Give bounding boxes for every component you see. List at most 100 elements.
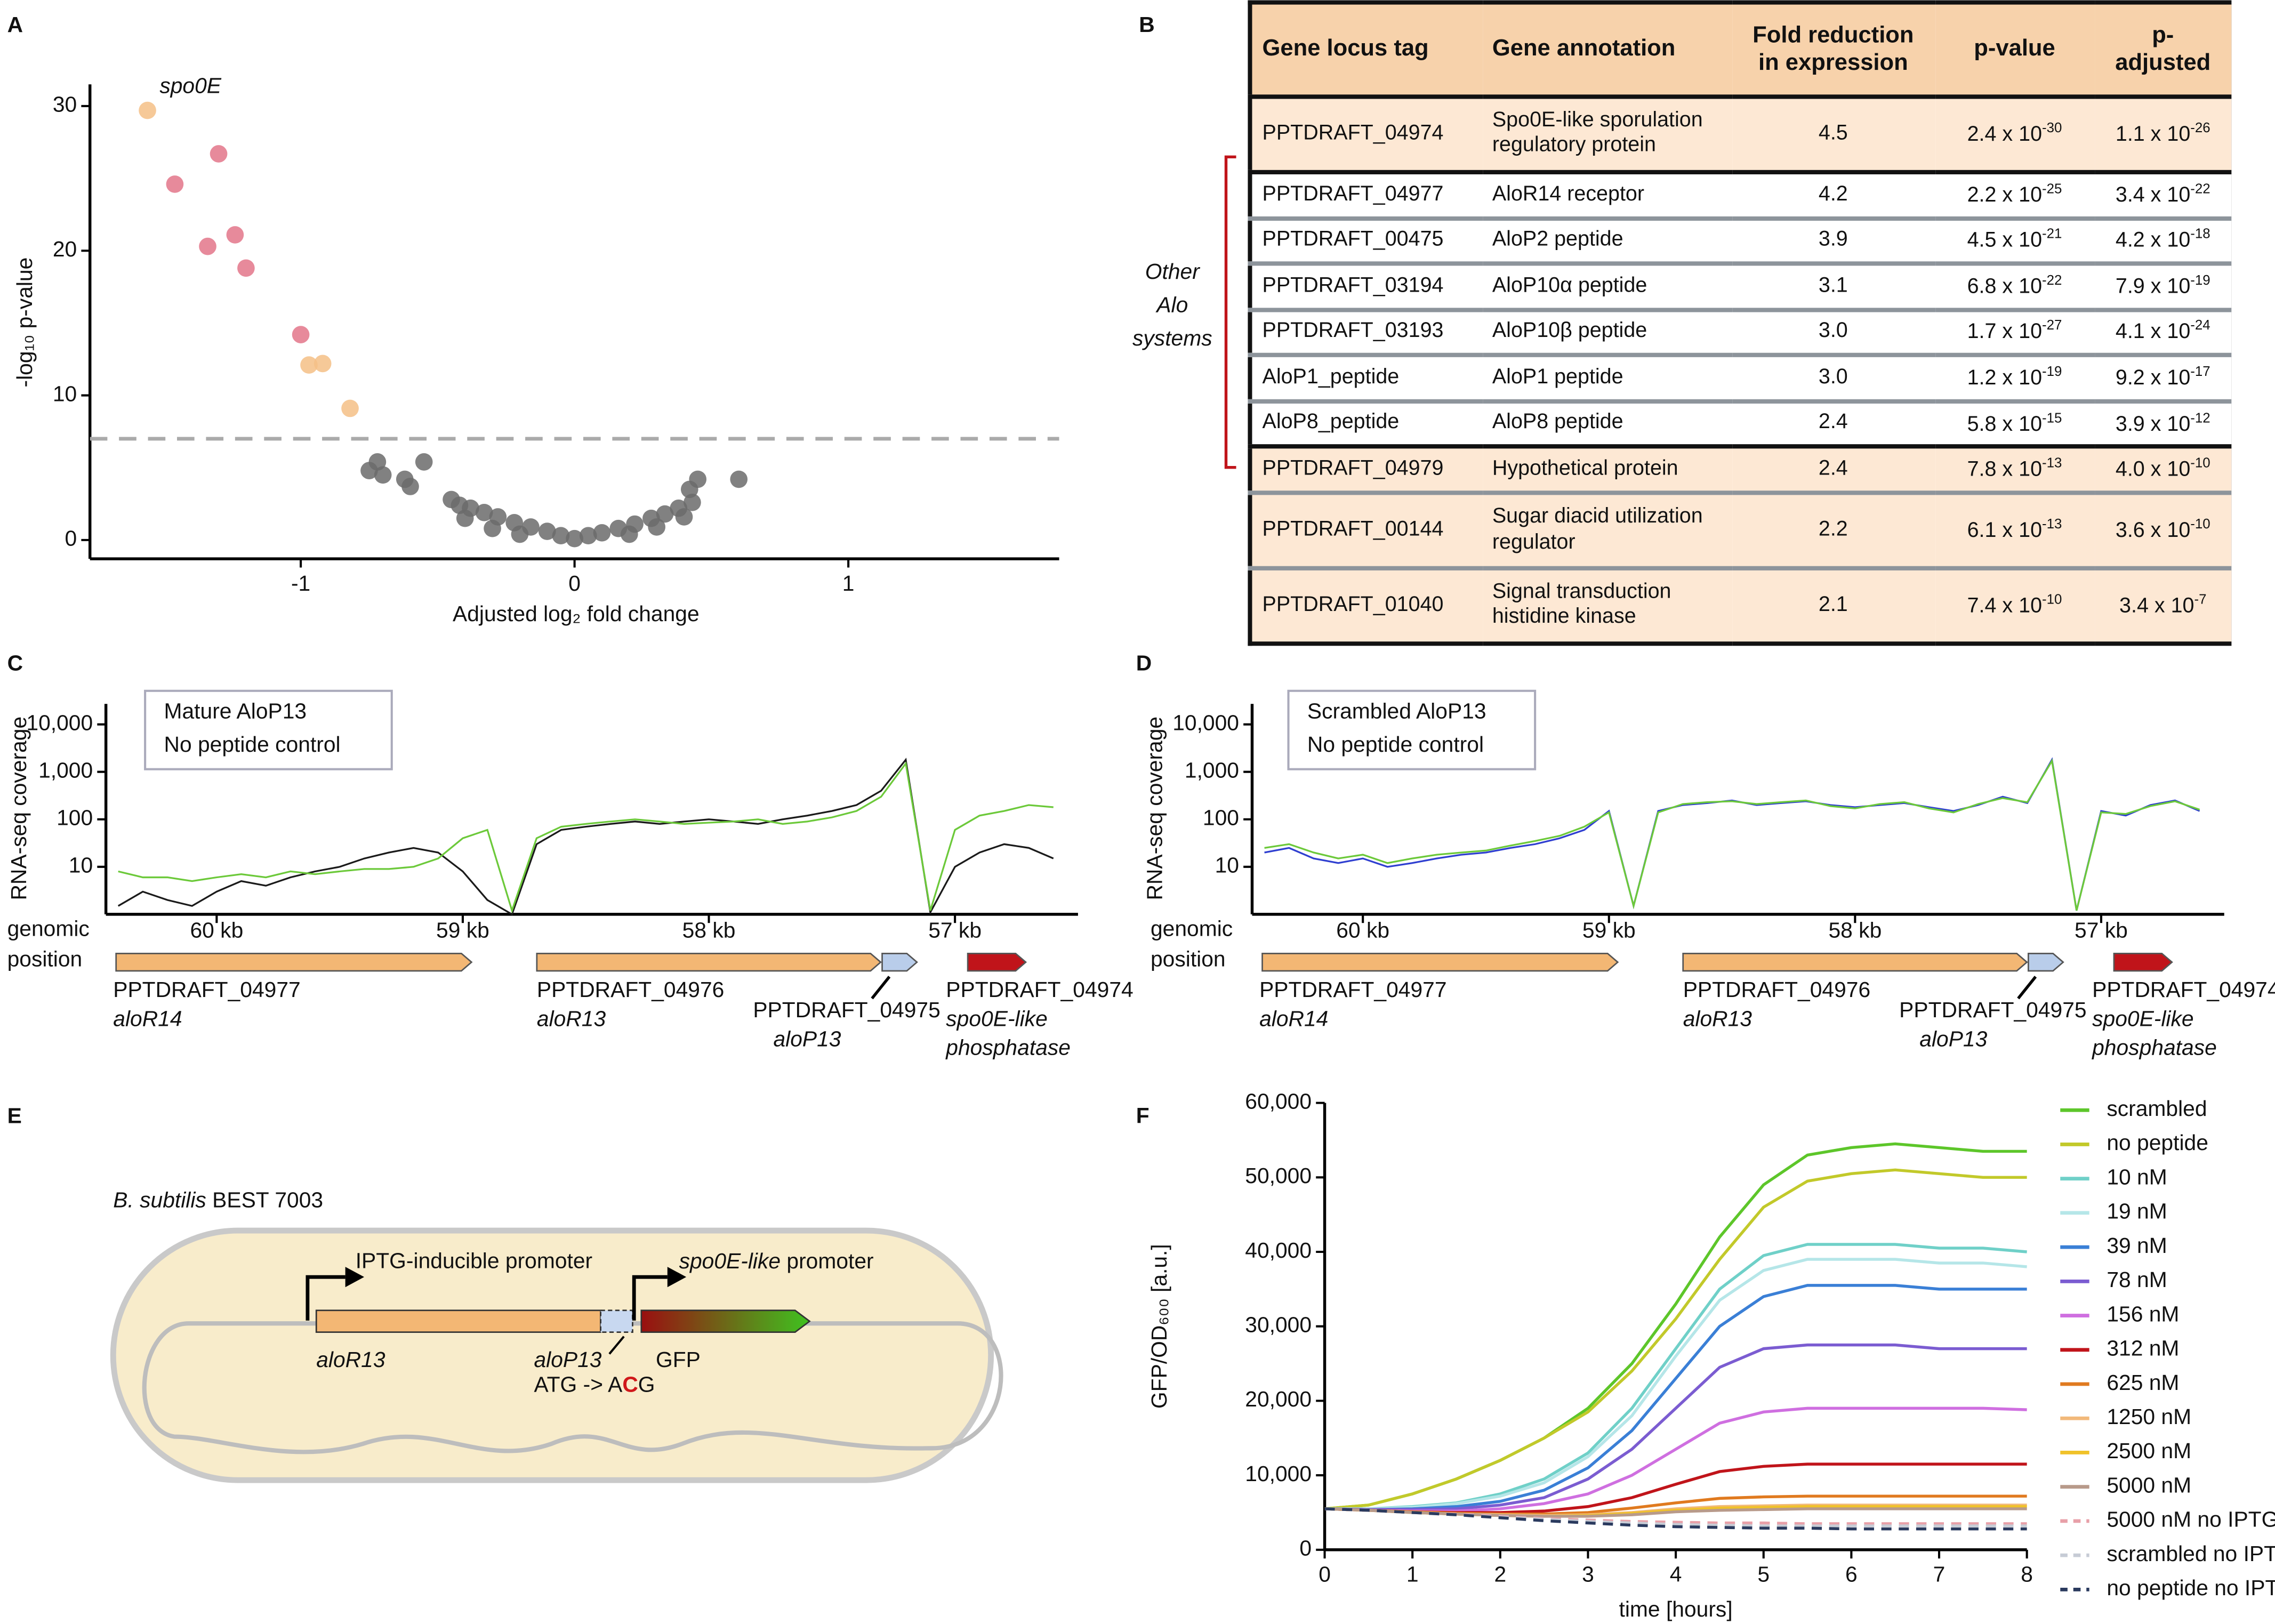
gene-arrow — [1682, 952, 2028, 972]
legend-label: scrambled no IPTG — [2107, 1541, 2275, 1566]
cell: 4.1 x 10-24 — [2094, 307, 2232, 356]
connector — [608, 1336, 625, 1355]
gene-name: aloR14 — [113, 1006, 182, 1031]
y-axis-label: -log₁₀ p-value — [12, 258, 37, 388]
cell-exponent: -10 — [2190, 456, 2210, 472]
point — [313, 355, 332, 373]
cell: PPTDRAFT_04979 — [1250, 445, 1482, 493]
table-row: AloP8_peptide AloP8 peptide 2.4 5.8 x 10-15… — [1250, 399, 2232, 447]
connector — [871, 976, 891, 1000]
y-tick-label: 0 — [65, 526, 77, 551]
cell-mantissa: 6.8 x 10 — [1967, 275, 2043, 299]
x-tick-label: 0 — [568, 571, 581, 596]
cell: PPTDRAFT_00144 — [1250, 491, 1482, 568]
promoter-arrow — [306, 1275, 345, 1321]
cell: 2.4 — [1731, 445, 1935, 493]
cell: AloR14 receptor — [1482, 170, 1732, 218]
cell: AloP8 peptide — [1482, 399, 1732, 447]
line-series — [1264, 757, 2200, 911]
cell-mantissa: 7.8 x 10 — [1967, 459, 2043, 482]
cell: 6.8 x 10-22 — [1934, 261, 2095, 310]
reporter-label: GFP — [656, 1347, 701, 1372]
column-header: Fold reduction in expression — [1731, 2, 1935, 97]
y-axis-label: RNA-seq coverage — [6, 717, 31, 901]
cell-exponent: -19 — [2190, 272, 2210, 289]
y-tick-label: 10 — [69, 853, 93, 878]
line-series — [117, 758, 1054, 916]
y-tick-label: 10,000 — [1245, 1461, 1312, 1486]
line-series — [1324, 1507, 2027, 1518]
gene-locus: PPTDRAFT_04974 — [2092, 977, 2275, 1002]
point — [648, 518, 666, 536]
point — [166, 175, 184, 193]
cell-mantissa: 5.8 x 10 — [1967, 413, 2043, 436]
mutation-part: ATG -> A — [534, 1372, 623, 1396]
cell-exponent: -22 — [2042, 272, 2062, 289]
table: Gene locus tag Gene annotation Fold reduct… — [1248, 0, 2232, 646]
promoter-label: spo0E-like promoter — [679, 1249, 874, 1273]
y-tick-label: 30 — [53, 92, 77, 117]
cell-mantissa: 4.0 x 10 — [2115, 459, 2191, 482]
x-tick-label: 8 — [2021, 1562, 2033, 1587]
cell-exponent: -27 — [2042, 318, 2062, 335]
legend-label: Scrambled AloP13 — [1307, 698, 1486, 723]
cell-mantissa: 3.4 x 10 — [2115, 183, 2191, 207]
point — [484, 519, 501, 537]
cell: AloP2 peptide — [1482, 215, 1732, 264]
cell: 4.0 x 10-10 — [2094, 445, 2232, 493]
cell-exponent: -24 — [2190, 318, 2210, 335]
cell-mantissa: 3.4 x 10 — [2119, 594, 2194, 618]
header-row: Gene locus tag Gene annotation Fold reduct… — [1250, 2, 2232, 97]
legend-box — [1287, 689, 1537, 770]
point — [341, 399, 359, 417]
table-row: PPTDRAFT_00475 AloP2 peptide 3.9 4.5 x 10-2… — [1250, 215, 2232, 264]
mutation: ATG -> ACG — [534, 1372, 655, 1396]
legend-label: 2500 nM — [2107, 1438, 2191, 1463]
table-wrap: Gene locus tag Gene annotation Fold reduct… — [1248, 0, 2232, 646]
mutation-part: C — [622, 1372, 638, 1396]
gene-name: aloR14 — [1259, 1006, 1328, 1031]
cell-mantissa: 3.6 x 10 — [2115, 519, 2191, 543]
promoter-label-part: promoter — [781, 1249, 874, 1273]
x-tick-label: 7 — [1933, 1562, 1946, 1587]
legend-box — [144, 689, 393, 770]
x-tick-label: 58 kb — [1828, 918, 1882, 942]
promoter-label-part: spo0E-like — [679, 1249, 781, 1273]
cell: 4.2 — [1731, 170, 1935, 218]
x-tick-label: 1 — [1406, 1562, 1419, 1587]
gene-name: spo0E-like — [946, 1006, 1047, 1031]
legend-label: 5000 nM no IPTG — [2107, 1507, 2275, 1532]
gene-label: aloR13 — [316, 1347, 385, 1372]
x-tick-label: 57 kb — [2075, 918, 2128, 942]
gene-arrow — [536, 952, 882, 972]
peptide-bar — [600, 1309, 633, 1333]
cell: Sugar diacid utilization regulator — [1482, 491, 1732, 568]
gfp-arrow — [640, 1309, 811, 1333]
cell: Signal transduction histidine kinase — [1482, 566, 1732, 644]
line-series — [1324, 1507, 2027, 1531]
y-axis-label: RNA-seq coverage — [1143, 717, 1167, 901]
cell: 2.4 — [1731, 399, 1935, 447]
cell: 1.2 x 10-19 — [1934, 353, 2095, 401]
point — [415, 453, 433, 471]
x-axis-label: genomic — [1151, 916, 1233, 941]
legend-label: Mature AloP13 — [164, 698, 307, 723]
gene-name: phosphatase — [945, 1035, 1071, 1060]
gene-arrow — [1261, 952, 1619, 972]
cell-mantissa: 7.4 x 10 — [1967, 594, 2043, 618]
cell: 2.2 x 10-25 — [1934, 170, 2095, 218]
cell-mantissa: 6.1 x 10 — [1967, 519, 2043, 543]
point — [237, 259, 255, 277]
promoter-arrow — [632, 1275, 668, 1321]
point — [680, 480, 698, 499]
gene-name: spo0E-like — [2092, 1006, 2193, 1031]
cell-mantissa: 4.1 x 10 — [2115, 321, 2191, 344]
table-row: PPTDRAFT_03193 AloP10β peptide 3.0 1.7 x 10… — [1250, 307, 2232, 356]
cell-exponent: -17 — [2190, 364, 2210, 381]
cell-exponent: -25 — [2042, 181, 2062, 197]
y-tick-label: 1,000 — [38, 758, 93, 782]
cell-mantissa: 4.5 x 10 — [1967, 229, 2043, 253]
point — [368, 453, 387, 471]
y-tick-label: 10 — [1215, 853, 1239, 878]
cell: 7.8 x 10-13 — [1934, 445, 2095, 493]
